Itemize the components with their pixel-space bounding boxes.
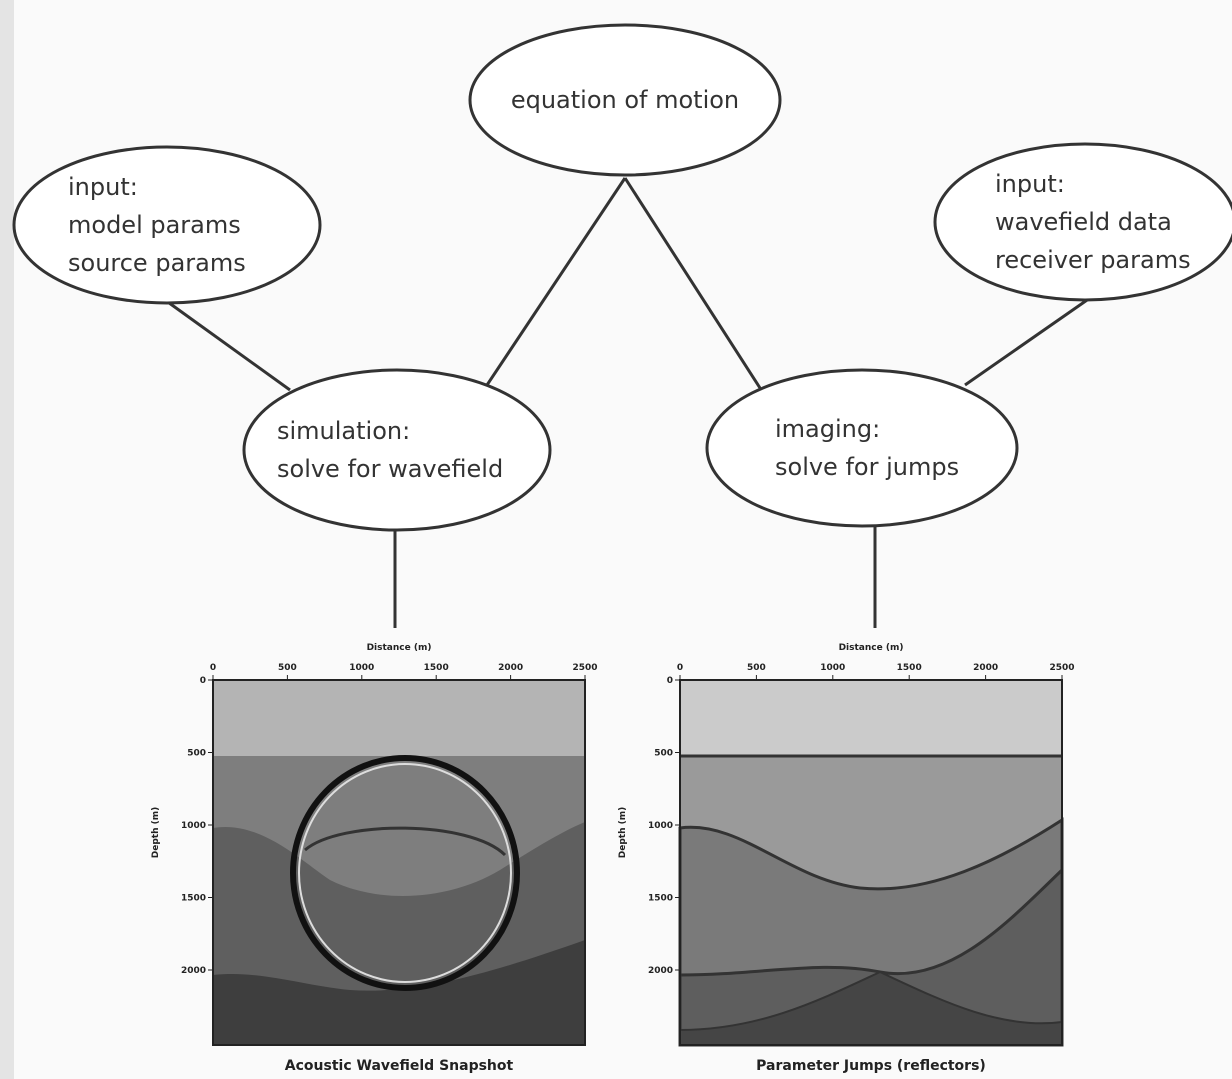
node: input: wavefield data receiver params bbox=[935, 144, 1232, 300]
reflector-image bbox=[680, 680, 1062, 1045]
node: imaging: solve for jumps bbox=[707, 370, 1017, 526]
wavefield-image bbox=[213, 680, 585, 1045]
x-tick-label: 1500 bbox=[897, 663, 922, 673]
x-tick-label: 1000 bbox=[820, 663, 845, 673]
node-label: solve for jumps bbox=[775, 453, 959, 481]
x-tick-label: 2000 bbox=[973, 663, 998, 673]
y-tick-label: 500 bbox=[654, 749, 673, 759]
node-label: wavefield data bbox=[995, 208, 1172, 236]
node-label: simulation: bbox=[277, 417, 410, 445]
x-tick-label: 500 bbox=[278, 663, 297, 673]
page-edge bbox=[0, 0, 14, 1079]
layer bbox=[213, 680, 585, 756]
node-shape bbox=[244, 370, 550, 530]
y-tick-label: 2000 bbox=[648, 966, 673, 976]
node-label: receiver params bbox=[995, 246, 1191, 274]
y-tick-label: 2000 bbox=[181, 966, 206, 976]
caption: Parameter Jumps (reflectors) bbox=[756, 1058, 986, 1074]
node-shape bbox=[707, 370, 1017, 526]
x-tick-label: 0 bbox=[677, 663, 683, 673]
y-tick-label: 500 bbox=[187, 749, 206, 759]
node-label: source params bbox=[68, 249, 246, 277]
y-tick-label: 0 bbox=[667, 676, 673, 686]
node-label: input: bbox=[995, 170, 1065, 198]
node-label: input: bbox=[68, 173, 138, 201]
y-tick-label: 1500 bbox=[648, 894, 673, 904]
caption: Acoustic Wavefield Snapshot bbox=[285, 1058, 514, 1074]
node-label: equation of motion bbox=[511, 86, 739, 114]
node-label: solve for wavefield bbox=[277, 455, 503, 483]
node: simulation: solve for wavefield bbox=[244, 370, 550, 530]
y-tick-label: 1000 bbox=[648, 821, 673, 831]
x-axis-label: Distance (m) bbox=[839, 643, 904, 653]
node: input: model params source params bbox=[14, 147, 320, 303]
x-axis-label: Distance (m) bbox=[367, 643, 432, 653]
x-tick-label: 500 bbox=[747, 663, 766, 673]
node-label: imaging: bbox=[775, 415, 880, 443]
y-tick-label: 0 bbox=[200, 676, 206, 686]
y-axis-label: Depth (m) bbox=[618, 807, 628, 858]
x-tick-label: 1500 bbox=[424, 663, 449, 673]
layer bbox=[680, 680, 1062, 756]
x-tick-label: 2500 bbox=[572, 663, 597, 673]
diagram: equation of motion input: model params sour… bbox=[0, 0, 1232, 1079]
x-tick-label: 2000 bbox=[498, 663, 523, 673]
y-axis-label: Depth (m) bbox=[151, 807, 161, 858]
y-tick-label: 1500 bbox=[181, 894, 206, 904]
x-tick-label: 2500 bbox=[1049, 663, 1074, 673]
node: equation of motion bbox=[470, 25, 780, 175]
x-tick-label: 0 bbox=[210, 663, 216, 673]
x-tick-label: 1000 bbox=[349, 663, 374, 673]
node-label: model params bbox=[68, 211, 241, 239]
y-tick-label: 1000 bbox=[181, 821, 206, 831]
